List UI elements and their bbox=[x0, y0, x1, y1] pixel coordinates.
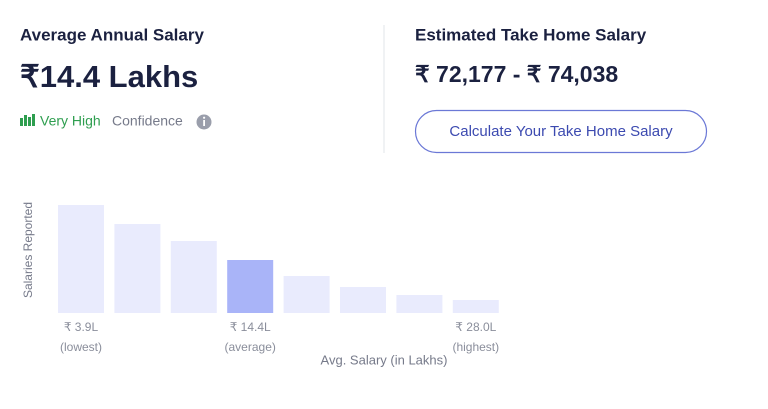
take-home-range: ₹ 72,177 - ₹ 74,038 bbox=[415, 61, 618, 87]
bar-chart: Salaries Reported Avg. Salary (in Lakhs)… bbox=[21, 202, 499, 367]
left-title: Average Annual Salary bbox=[20, 25, 204, 44]
x-tick-label: ₹ 3.9L bbox=[64, 320, 99, 334]
bar bbox=[452, 300, 499, 313]
x-tick-note: (average) bbox=[225, 340, 276, 354]
bar bbox=[396, 295, 443, 313]
x-tick-label: ₹ 28.0L bbox=[455, 320, 496, 334]
x-tick-note: (highest) bbox=[452, 340, 499, 354]
right-title: Estimated Take Home Salary bbox=[415, 25, 647, 44]
button-label[interactable]: Calculate Your Take Home Salary bbox=[449, 123, 673, 140]
bar bbox=[58, 205, 104, 313]
x-tick-note: (lowest) bbox=[60, 340, 102, 354]
confidence-level: Very High bbox=[40, 113, 101, 129]
confidence-icon bbox=[20, 114, 35, 126]
bar bbox=[170, 241, 217, 313]
bar bbox=[283, 276, 330, 313]
salary-amount: ₹14.4 Lakhs bbox=[20, 59, 198, 94]
y-axis-title: Salaries Reported bbox=[21, 202, 35, 298]
calculate-button[interactable]: Calculate Your Take Home Salary bbox=[414, 109, 708, 154]
x-tick-label: ₹ 14.4L bbox=[230, 320, 271, 334]
confidence-label: Confidence bbox=[112, 113, 183, 129]
bar bbox=[227, 260, 274, 313]
bar bbox=[114, 224, 161, 313]
info-icon[interactable] bbox=[196, 114, 212, 130]
x-axis-title: Avg. Salary (in Lakhs) bbox=[321, 352, 448, 367]
bar bbox=[340, 287, 386, 313]
button-frame[interactable] bbox=[414, 109, 708, 154]
